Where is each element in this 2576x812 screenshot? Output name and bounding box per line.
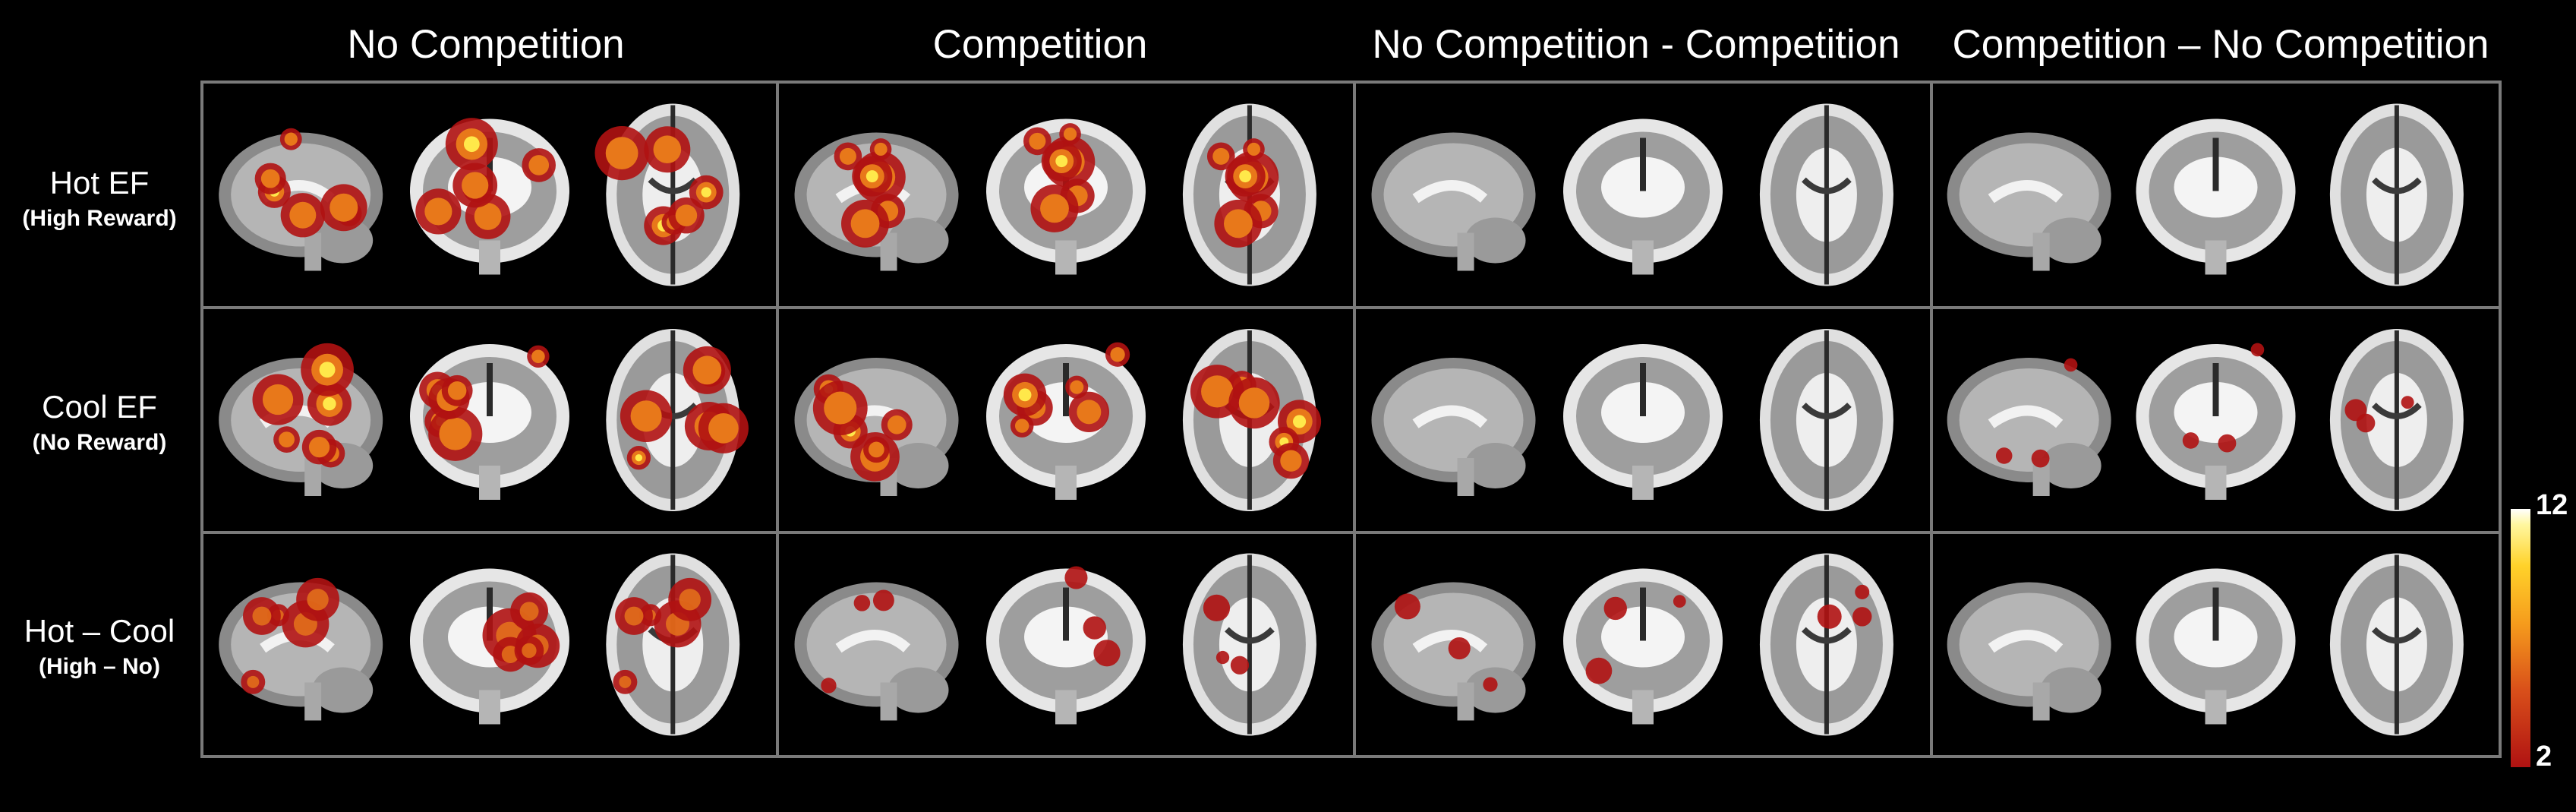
brain-slice-panel: [1356, 84, 1930, 306]
coronal-slice: [986, 118, 1146, 275]
coronal-slice: [986, 342, 1146, 500]
axial-slice: [2329, 329, 2464, 511]
brain-slice-panel: [1356, 309, 1930, 531]
brain-slice-panel: [779, 309, 1353, 531]
row-label-main: Cool EF: [42, 389, 157, 425]
sagittal-slice: [1371, 582, 1536, 721]
grid-divider: [203, 531, 2499, 534]
sagittal-slice: [219, 128, 383, 271]
coronal-slice: [410, 118, 569, 275]
colorbar-max-label: 12: [2536, 489, 2568, 521]
colorbar: [2511, 509, 2530, 767]
coronal-slice: [2136, 568, 2296, 725]
grid-divider: [1930, 84, 1933, 755]
row-label-sub: (High Reward): [22, 206, 177, 231]
column-title-no-competition: No Competition: [347, 22, 625, 67]
coronal-slice: [410, 568, 569, 725]
axial-slice: [1759, 103, 1893, 286]
axial-slice: [1182, 553, 1316, 736]
brain-slice-panel: [1356, 534, 1930, 755]
brain-slice-panel: [203, 534, 776, 755]
axial-slice: [606, 329, 749, 511]
grid-divider: [776, 84, 779, 755]
row-label-main: Hot EF: [49, 165, 150, 201]
axial-slice: [1759, 329, 1893, 511]
grid-divider: [203, 306, 2499, 309]
column-title-competition-minus-no-competition: Competition – No Competition: [1952, 22, 2489, 67]
sagittal-slice: [1371, 132, 1536, 271]
brain-slice-panel: [1933, 84, 2499, 306]
brain-slice-panel: [203, 84, 776, 306]
row-label-sub: (No Reward): [32, 430, 167, 455]
sagittal-slice: [794, 358, 959, 496]
axial-slice: [1182, 103, 1316, 286]
sagittal-slice: [1371, 358, 1536, 496]
row-label-hot-minus-cool: Hot – Cool (High – No): [0, 611, 199, 683]
brain-slice-panel: [779, 84, 1353, 306]
sagittal-slice: [1947, 132, 2111, 271]
brain-figure-grid: [200, 81, 2502, 758]
brain-slice-panel: [203, 309, 776, 531]
axial-slice: [1182, 329, 1322, 511]
coronal-slice: [1563, 568, 1723, 725]
axial-slice: [594, 103, 740, 286]
axial-slice: [2329, 553, 2464, 736]
coronal-slice: [2136, 343, 2296, 500]
row-label-hot-ef: Hot EF (High Reward): [0, 163, 199, 235]
sagittal-slice: [219, 577, 383, 721]
coronal-slice: [1563, 344, 1723, 500]
sagittal-slice: [794, 582, 959, 721]
sagittal-slice: [1947, 358, 2111, 496]
grid-divider: [1353, 84, 1356, 755]
coronal-slice: [410, 344, 569, 500]
colorbar-min-label: 2: [2536, 741, 2552, 773]
row-label-main: Hot – Cool: [24, 613, 175, 649]
coronal-slice: [986, 566, 1146, 725]
sagittal-slice: [219, 343, 383, 496]
axial-slice: [1759, 553, 1893, 736]
sagittal-slice: [1947, 582, 2111, 721]
row-label-sub: (High – No): [39, 654, 160, 679]
axial-slice: [2329, 103, 2464, 286]
brain-slice-panel: [779, 534, 1353, 755]
brain-slice-panel: [1933, 309, 2499, 531]
column-title-competition: Competition: [932, 22, 1148, 67]
column-title-no-competition-minus-competition: No Competition - Competition: [1372, 22, 1900, 67]
sagittal-slice: [794, 132, 959, 271]
row-label-cool-ef: Cool EF (No Reward): [0, 387, 199, 459]
axial-slice: [606, 553, 740, 736]
brain-slice-panel: [1933, 534, 2499, 755]
coronal-slice: [1563, 118, 1723, 275]
coronal-slice: [2136, 118, 2296, 275]
